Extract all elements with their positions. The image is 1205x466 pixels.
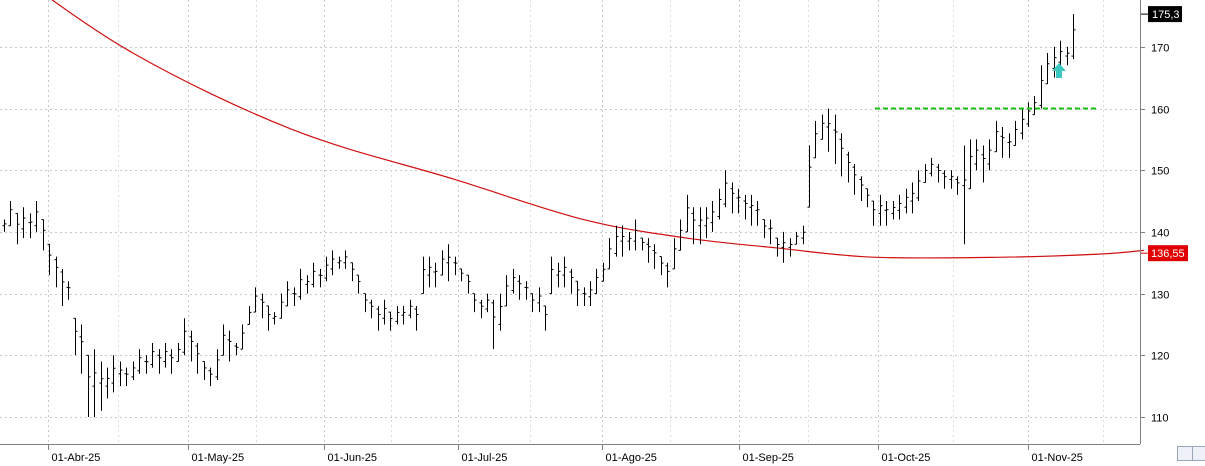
x-tick-label: 01-Abr-25 xyxy=(52,452,101,464)
y-tick-label: 110 xyxy=(1151,413,1169,425)
ohlc-bars-layer xyxy=(2,14,1076,417)
y-tick-label: 140 xyxy=(1151,228,1169,240)
x-tick-label: 01-Ago-25 xyxy=(606,452,657,464)
grid-layer xyxy=(0,0,1140,444)
moving-average-line xyxy=(51,0,1144,259)
last-price-badge xyxy=(1148,6,1182,23)
y-tick-label: 150 xyxy=(1151,166,1169,178)
breakout-arrow-icon xyxy=(1052,63,1066,78)
x-axis: 01-Abr-25 01-May-25 01-Jun-25 01-Jul-25 01-A… xyxy=(48,444,1083,464)
chart-settings-button[interactable] xyxy=(1192,446,1205,461)
ma-value-badge xyxy=(1148,245,1188,262)
y-tick-label: 120 xyxy=(1151,351,1169,363)
moving-average-layer xyxy=(51,0,1144,259)
x-tick-label: 01-Oct-25 xyxy=(882,452,931,464)
last-price-label: 175,3 xyxy=(1152,9,1180,21)
x-tick-label: 01-Jul-25 xyxy=(462,452,508,464)
ma-value-label: 136,55 xyxy=(1151,248,1185,260)
plot-background xyxy=(0,0,1140,444)
price-badges: 175,3 136,55 xyxy=(1141,6,1188,262)
y-tick-label: 170 xyxy=(1151,43,1169,55)
annotation-layer xyxy=(875,63,1097,110)
y-tick-label: 130 xyxy=(1151,290,1169,302)
y-axis: 110 120 130 140 150 160 170 xyxy=(1140,43,1169,425)
x-tick-label: 01-Jun-25 xyxy=(328,452,378,464)
x-tick-label: 01-Nov-25 xyxy=(1032,452,1083,464)
x-tick-label: 01-May-25 xyxy=(192,452,245,464)
x-tick-label: 01-Sep-25 xyxy=(743,452,794,464)
y-tick-label: 160 xyxy=(1151,105,1169,117)
